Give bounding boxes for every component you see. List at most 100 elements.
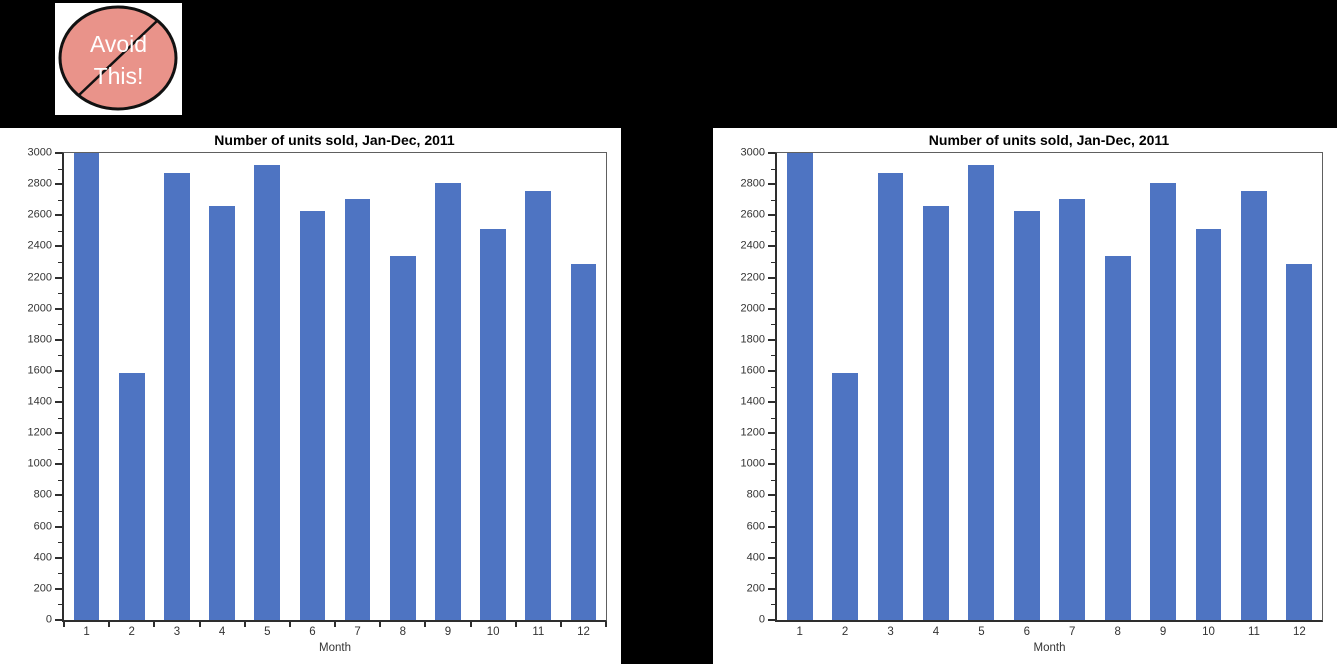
y-tick-label: 2800 xyxy=(740,177,765,190)
x-boundary-tick xyxy=(559,622,562,627)
x-axis-title: Month xyxy=(1033,642,1066,654)
y-minor-tick xyxy=(771,604,775,606)
chart-title: Number of units sold, Jan-Dec, 2011 xyxy=(214,132,455,148)
x-labels: 1 2 3 4 5 6 7 8 9 10 11 12 xyxy=(64,626,606,638)
x-tick-label: 2 xyxy=(128,626,135,638)
x-boundary-tick xyxy=(288,622,291,627)
bar-slot xyxy=(1186,153,1231,620)
y-tick-label: 2400 xyxy=(740,239,765,252)
bar-month-2 xyxy=(118,373,145,620)
bar-slot xyxy=(959,153,1004,620)
bar-slot xyxy=(1050,153,1095,620)
x-boundary-tick xyxy=(424,622,427,627)
x-boundary-tick xyxy=(108,622,111,627)
y-minor-tick xyxy=(58,448,62,450)
y-minor-tick xyxy=(771,511,775,513)
x-tick-label: 9 xyxy=(1159,626,1167,638)
y-minor-tick xyxy=(771,324,775,326)
bar-month-1 xyxy=(73,153,100,620)
y-major-tick xyxy=(55,619,62,621)
x-boundary-tick xyxy=(605,622,607,627)
bar-month-7 xyxy=(1059,198,1086,620)
y-minor-tick xyxy=(771,573,775,575)
bar-month-12 xyxy=(570,263,597,620)
y-minor-tick xyxy=(58,479,62,481)
x-tick-label: 4 xyxy=(218,626,226,638)
bar-slot xyxy=(1277,153,1322,620)
x-boundary-tick xyxy=(379,622,382,627)
plot-area: 1 2 3 4 5 6 7 8 9 10 11 12 Month 0 200 400 600 800 1000 1… xyxy=(28,147,607,654)
x-tick-label: 7 xyxy=(1069,626,1076,638)
y-major-tick xyxy=(768,338,775,341)
bar-slot xyxy=(822,153,867,620)
y-minor-tick xyxy=(771,448,775,450)
y-tick-label: 400 xyxy=(746,551,765,564)
y-tick-label: 1800 xyxy=(740,333,765,346)
y-tick-label: 2000 xyxy=(27,302,52,315)
y-tick-label: 600 xyxy=(33,520,52,533)
x-axis-title: Month xyxy=(319,642,351,654)
y-tick-label: 2200 xyxy=(740,271,765,284)
y-minor-tick xyxy=(58,417,62,419)
bar-slot xyxy=(64,153,109,620)
y-tick-label: 0 xyxy=(758,613,765,626)
y-major-tick xyxy=(768,214,775,217)
bar-month-11 xyxy=(1240,191,1267,620)
bar-month-12 xyxy=(1286,263,1313,620)
bar-slot xyxy=(425,153,470,620)
y-tick-label: 2800 xyxy=(27,177,52,190)
x-tick-label: 6 xyxy=(309,626,316,638)
y-tick-label: 1400 xyxy=(740,395,765,408)
y-minor-tick xyxy=(771,542,775,544)
badge-text-line2: This! xyxy=(93,63,144,89)
x-boundary-tick xyxy=(334,622,336,627)
bar-slot xyxy=(380,153,425,620)
y-minor-tick xyxy=(771,199,775,201)
bar-month-4 xyxy=(923,205,949,620)
y-major-tick xyxy=(55,369,62,372)
bar-slot xyxy=(471,153,516,620)
bar-month-3 xyxy=(877,173,904,620)
y-minor-tick xyxy=(58,386,62,388)
bar-slot xyxy=(561,153,606,620)
x-boundary-tick xyxy=(469,622,472,627)
y-tick-label: 2600 xyxy=(27,208,52,221)
x-tick-label: 7 xyxy=(354,626,361,638)
x-tick-label: 8 xyxy=(1114,626,1121,638)
bar-slot xyxy=(777,153,822,620)
y-major-tick xyxy=(768,276,775,279)
y-major-tick xyxy=(55,587,62,590)
y-major-tick xyxy=(55,432,62,435)
x-boundary-tick xyxy=(198,622,201,627)
x-tick-label: 5 xyxy=(978,626,985,638)
y-tick-label: 200 xyxy=(33,582,52,595)
x-tick-label: 1 xyxy=(796,626,803,638)
y-major-tick xyxy=(768,401,775,404)
y-tick-label: 600 xyxy=(746,520,765,533)
bar-slot xyxy=(516,153,561,620)
x-tick-label: 10 xyxy=(486,626,500,638)
bar-slot xyxy=(200,153,245,620)
y-major-tick xyxy=(768,587,775,590)
bar-slot xyxy=(109,153,154,620)
bar-month-5 xyxy=(254,164,281,620)
y-minor-tick xyxy=(58,261,62,263)
y-minor-tick xyxy=(771,230,775,232)
y-major-tick xyxy=(768,307,775,310)
x-tick-label: 5 xyxy=(264,626,271,638)
y-major-tick xyxy=(768,183,775,186)
no-symbol-icon xyxy=(58,5,178,111)
y-major-tick xyxy=(55,556,62,559)
y-minor-tick xyxy=(771,386,775,388)
y-tick-label: 800 xyxy=(746,488,765,501)
bar-month-8 xyxy=(389,255,416,620)
y-minor-tick xyxy=(771,293,775,295)
no-symbol-slash xyxy=(77,19,159,97)
y-major-tick xyxy=(55,152,62,154)
y-tick-label: 1400 xyxy=(27,395,52,408)
y-tick-label: 2400 xyxy=(27,239,52,252)
y-major-tick xyxy=(768,525,775,528)
